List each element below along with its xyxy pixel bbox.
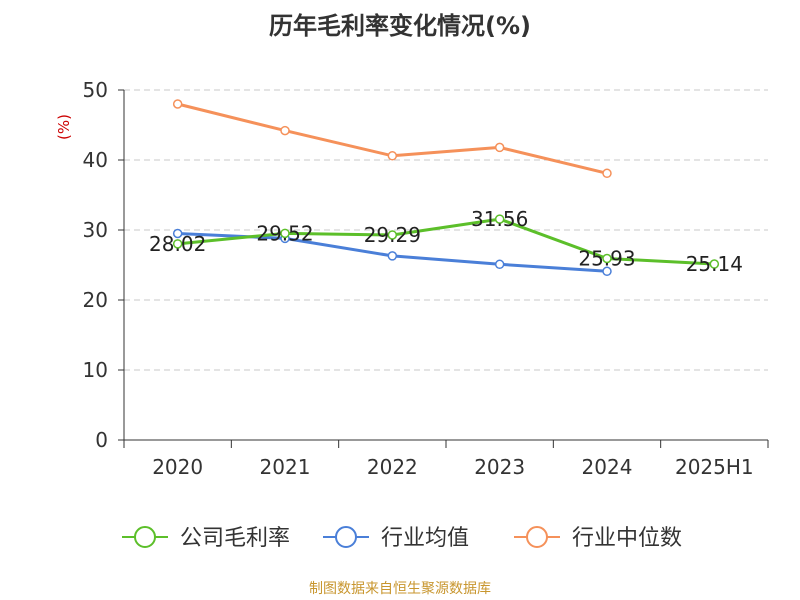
data-label: 25.14	[686, 252, 743, 276]
y-tick-label: 0	[95, 428, 108, 452]
series-point-1	[387, 251, 398, 261]
x-tick-label: 2025H1	[675, 455, 754, 479]
series-point-2	[602, 168, 612, 179]
y-tick-label: 50	[83, 78, 108, 102]
series-point-0	[709, 259, 720, 269]
series-layer	[172, 99, 720, 277]
legend-marker-2	[526, 526, 548, 548]
data-label: 28.02	[149, 232, 206, 256]
y-tick-label: 20	[83, 288, 108, 312]
legend-marker-0	[134, 526, 156, 548]
series-point-2	[280, 125, 290, 136]
data-label-layer: 28.02 29.52 29.29 31.56 25.93 25.14	[149, 207, 743, 276]
data-label: 29.52	[256, 221, 313, 245]
series-point-0	[602, 253, 612, 264]
legend-marker-1	[335, 526, 357, 548]
series-point-0	[172, 239, 183, 249]
series-point-0	[387, 230, 398, 240]
series-point-1	[494, 259, 505, 270]
series-line-2	[177, 102, 608, 175]
legend-label-2: 行业中位数	[572, 526, 682, 551]
x-tick-label: 2023	[474, 455, 525, 479]
x-tick-label: 2022	[367, 455, 418, 479]
series-point-0	[280, 228, 290, 239]
legend: 公司毛利率 行业均值 行业中位数	[122, 526, 682, 551]
series-point-2	[387, 151, 398, 161]
legend-label-0: 公司毛利率	[180, 526, 290, 551]
y-tick-label: 10	[83, 358, 108, 382]
axis-layer: 0 10 20 30 40 50 2020 2021 2022 2023 2024 2025H1 (%)	[55, 78, 769, 479]
series-point-2	[494, 142, 505, 153]
data-label: 25.93	[578, 246, 635, 270]
grid-layer	[124, 89, 768, 371]
x-tick-label: 2024	[582, 455, 633, 479]
x-tick-label: 2020	[152, 455, 203, 479]
x-tick-label: 2021	[260, 455, 311, 479]
series-line-0	[177, 217, 715, 266]
chart-title: 历年毛利率变化情况(%)	[269, 12, 531, 40]
data-label: 31.56	[471, 207, 528, 231]
series-point-1	[602, 266, 612, 277]
series-point-1	[172, 228, 183, 239]
data-label: 29.29	[364, 223, 421, 247]
y-tick-label: 30	[83, 218, 108, 242]
y-axis-label: (%)	[55, 114, 73, 140]
legend-label-1: 行业均值	[381, 526, 469, 551]
series-point-2	[172, 99, 183, 109]
source-note: 制图数据来自恒生聚源数据库	[309, 581, 491, 597]
y-tick-label: 40	[83, 148, 108, 172]
series-point-0	[494, 214, 505, 224]
